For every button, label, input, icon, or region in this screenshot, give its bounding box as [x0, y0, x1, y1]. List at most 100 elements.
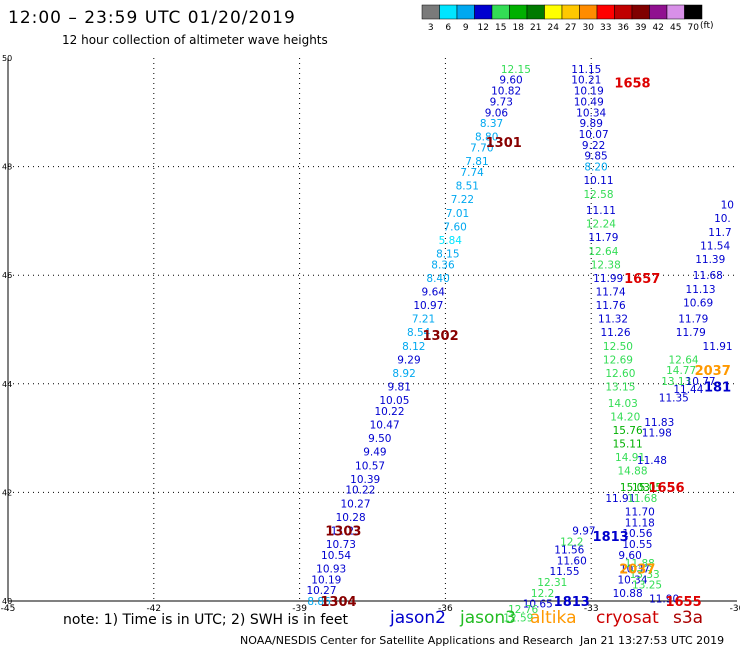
wave-height-point: 10.22	[345, 485, 375, 497]
wave-height-point: 11.74	[596, 286, 626, 298]
x-tick-label: -39	[292, 604, 307, 614]
wave-height-point: 10.19	[311, 574, 341, 586]
wave-height-point: 12.15	[501, 64, 531, 76]
wave-height-point: 10.56	[622, 528, 652, 540]
wave-height-point: 12.50	[603, 341, 633, 353]
wave-height-point: 7.22	[451, 194, 474, 206]
wave-height-point: 8.37	[480, 118, 503, 130]
wave-height-point: 15.03	[620, 482, 650, 494]
x-tick-label: -42	[146, 604, 161, 614]
wave-height-point: 5.84	[439, 235, 463, 247]
color-scale-label: 36	[618, 23, 630, 33]
wave-height-point: 11.79	[678, 314, 708, 326]
time-annotation: 1813	[554, 595, 590, 610]
wave-height-point: 10.93	[316, 563, 346, 575]
annotations: 1301 1302 1303 1304 1658 1657 1656 1655 2037 2037…	[320, 76, 731, 610]
wave-height-point: 11.44	[673, 384, 703, 396]
y-tick-label: 42	[2, 488, 12, 497]
wave-height-point: 9.50	[368, 433, 391, 445]
wave-height-point: 13.13	[661, 376, 691, 388]
color-scale-label: 24	[548, 23, 560, 33]
wave-height-point: 11.68	[693, 270, 723, 282]
wave-height-point: 11.79	[676, 327, 706, 339]
wave-height-point: 9.06	[485, 107, 509, 119]
wave-height-point: 15.76	[613, 425, 643, 437]
color-scale-label: 21	[530, 23, 541, 33]
wave-height-point: 15.11	[613, 439, 643, 451]
wave-height-point: 9.22	[582, 140, 605, 152]
color-scale-label: 30	[583, 23, 595, 33]
wave-height-point: 8.15	[436, 248, 459, 260]
color-scale-label: 3	[428, 23, 434, 33]
wave-height-point: 11.35	[659, 392, 689, 404]
wave-height-point: 10.19	[574, 86, 604, 98]
wave-height-point: 11.88	[625, 558, 655, 570]
color-scale-label: 27	[565, 23, 576, 33]
wave-height-point: 11.23	[331, 525, 361, 537]
wave-height-point: 11.91	[605, 493, 635, 505]
color-scale-swatch	[579, 4, 598, 20]
time-annotation: 2037	[695, 364, 731, 379]
wave-height-point: 10.77	[686, 376, 716, 388]
wave-height-point: 8.36	[431, 259, 455, 271]
wave-height-point: 10.97	[413, 300, 443, 312]
y-tick-label: 40	[2, 597, 12, 606]
wave-height-point: 10.27	[306, 585, 336, 597]
wave-height-point: 11.54	[700, 240, 730, 252]
color-scale-swatch	[526, 4, 545, 20]
wave-height-point: 10.	[714, 213, 731, 225]
wave-height-point: 14.77	[666, 365, 696, 377]
wave-height-point: 9.89	[580, 118, 603, 130]
color-scale-label: 39	[635, 23, 647, 33]
legend-altika: altika	[530, 608, 577, 628]
wave-height-point: 11.91	[703, 341, 733, 353]
wave-height-point: 11.99	[593, 273, 623, 285]
color-scale-swatch	[649, 4, 668, 20]
wave-height-point: 8.51	[456, 181, 479, 193]
wave-height-point: 12.64	[669, 354, 699, 366]
wave-height-point: 7.81	[465, 156, 488, 168]
x-tick-label: -33	[584, 604, 599, 614]
page-title: 12:00 – 23:59 UTC 01/20/2019	[8, 8, 296, 28]
wave-height-point: 8.80	[475, 132, 498, 144]
wave-height-point: 12.59	[503, 612, 533, 624]
wave-height-point: 10.82	[491, 86, 521, 98]
wave-height-point: 10.47	[370, 420, 400, 432]
time-annotation: 1304	[320, 595, 356, 610]
color-scale-swatch	[684, 4, 703, 20]
time-annotation: 1301	[486, 136, 522, 151]
time-annotation: 1657	[624, 272, 660, 287]
color-scale-swatch	[561, 4, 580, 20]
wave-height-point: 12.31	[537, 577, 567, 589]
wave-height-point: 12.2	[531, 588, 554, 600]
wave-height-point: 11.76	[596, 300, 626, 312]
wave-height-point: 10.39	[350, 474, 380, 486]
wave-height-point: 12.2	[560, 536, 583, 548]
wave-height-point: 9.97	[572, 525, 595, 537]
color-scale-swatch	[544, 4, 563, 20]
y-tick-label: 48	[2, 163, 12, 172]
wave-height-point: 7.01	[446, 208, 469, 220]
wave-height-point: 7.70	[470, 143, 493, 155]
timestamp-text: Jan 21 13:27:53 UTC 2019	[580, 634, 725, 647]
wave-height-point: 7.21	[412, 314, 435, 326]
wave-height-point: 10.22	[374, 406, 404, 418]
wave-height-point: 9.29	[397, 354, 420, 366]
wave-height-point: 12.60	[605, 368, 635, 380]
wave-height-point: 8.12	[402, 341, 425, 353]
wave-height-point: 10.37	[620, 563, 650, 575]
legend-jason3: jason3	[460, 608, 516, 628]
color-scale-swatch	[509, 4, 528, 20]
time-annotation: 1658	[614, 76, 650, 91]
y-tick-label: 44	[2, 380, 12, 389]
wave-height-point: 11.32	[598, 314, 628, 326]
wave-height-point: 10.69	[683, 297, 713, 309]
wave-height-point: 9.73	[490, 96, 513, 108]
wave-height-point: 10.88	[613, 588, 643, 600]
color-scale-swatch	[439, 4, 458, 20]
time-annotation: 1302	[422, 329, 458, 344]
wave-height-point: 7.74	[460, 167, 484, 179]
color-scale-unit: (ft)	[700, 21, 714, 31]
wave-height-point: 14.20	[610, 411, 640, 423]
wave-height-point: 11.90	[649, 593, 679, 605]
